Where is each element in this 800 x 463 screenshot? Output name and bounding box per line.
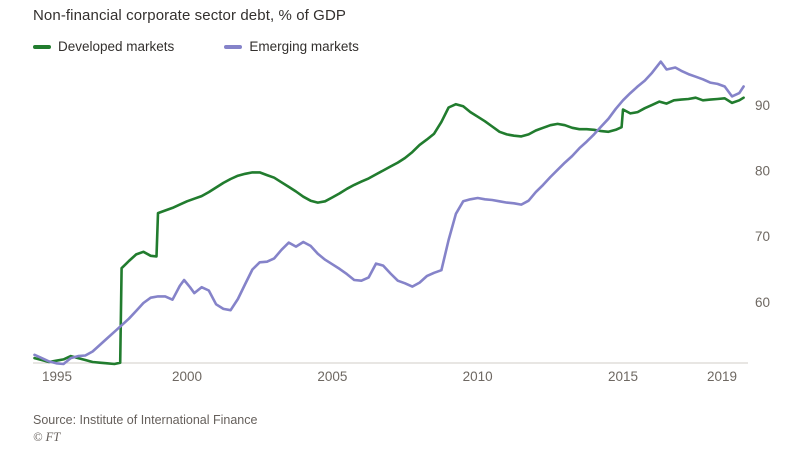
ft-credit: © FT — [33, 430, 61, 444]
x-tick-label: 2015 — [608, 369, 638, 384]
series-line-emerging-markets — [33, 60, 745, 366]
x-tick-label: 2010 — [463, 369, 493, 384]
x-tick-label: 2019 — [707, 369, 737, 384]
legend-label-emerging-markets: Emerging markets — [249, 39, 359, 54]
legend-swatch-developed-markets-icon — [33, 44, 51, 49]
y-tick-label: 70 — [755, 229, 770, 244]
y-tick-label: 60 — [755, 295, 770, 310]
x-tick-label: 1995 — [42, 369, 72, 384]
legend-item-emerging-markets: Emerging markets — [224, 39, 359, 54]
y-tick-label: 80 — [755, 164, 770, 179]
legend-label-developed-markets: Developed markets — [58, 39, 175, 54]
y-tick-label: 90 — [755, 98, 770, 113]
legend: Developed markets Emerging markets — [33, 39, 359, 54]
source-note: Source: Institute of International Finan… — [33, 413, 258, 427]
legend-swatch-emerging-markets-icon — [224, 44, 243, 49]
series-line-developed-markets — [33, 96, 745, 366]
legend-item-developed-markets: Developed markets — [33, 39, 174, 54]
chart-title: Non-financial corporate sector debt, % o… — [33, 7, 346, 24]
x-tick-label: 2000 — [172, 369, 202, 384]
x-tick-label: 2005 — [317, 369, 347, 384]
